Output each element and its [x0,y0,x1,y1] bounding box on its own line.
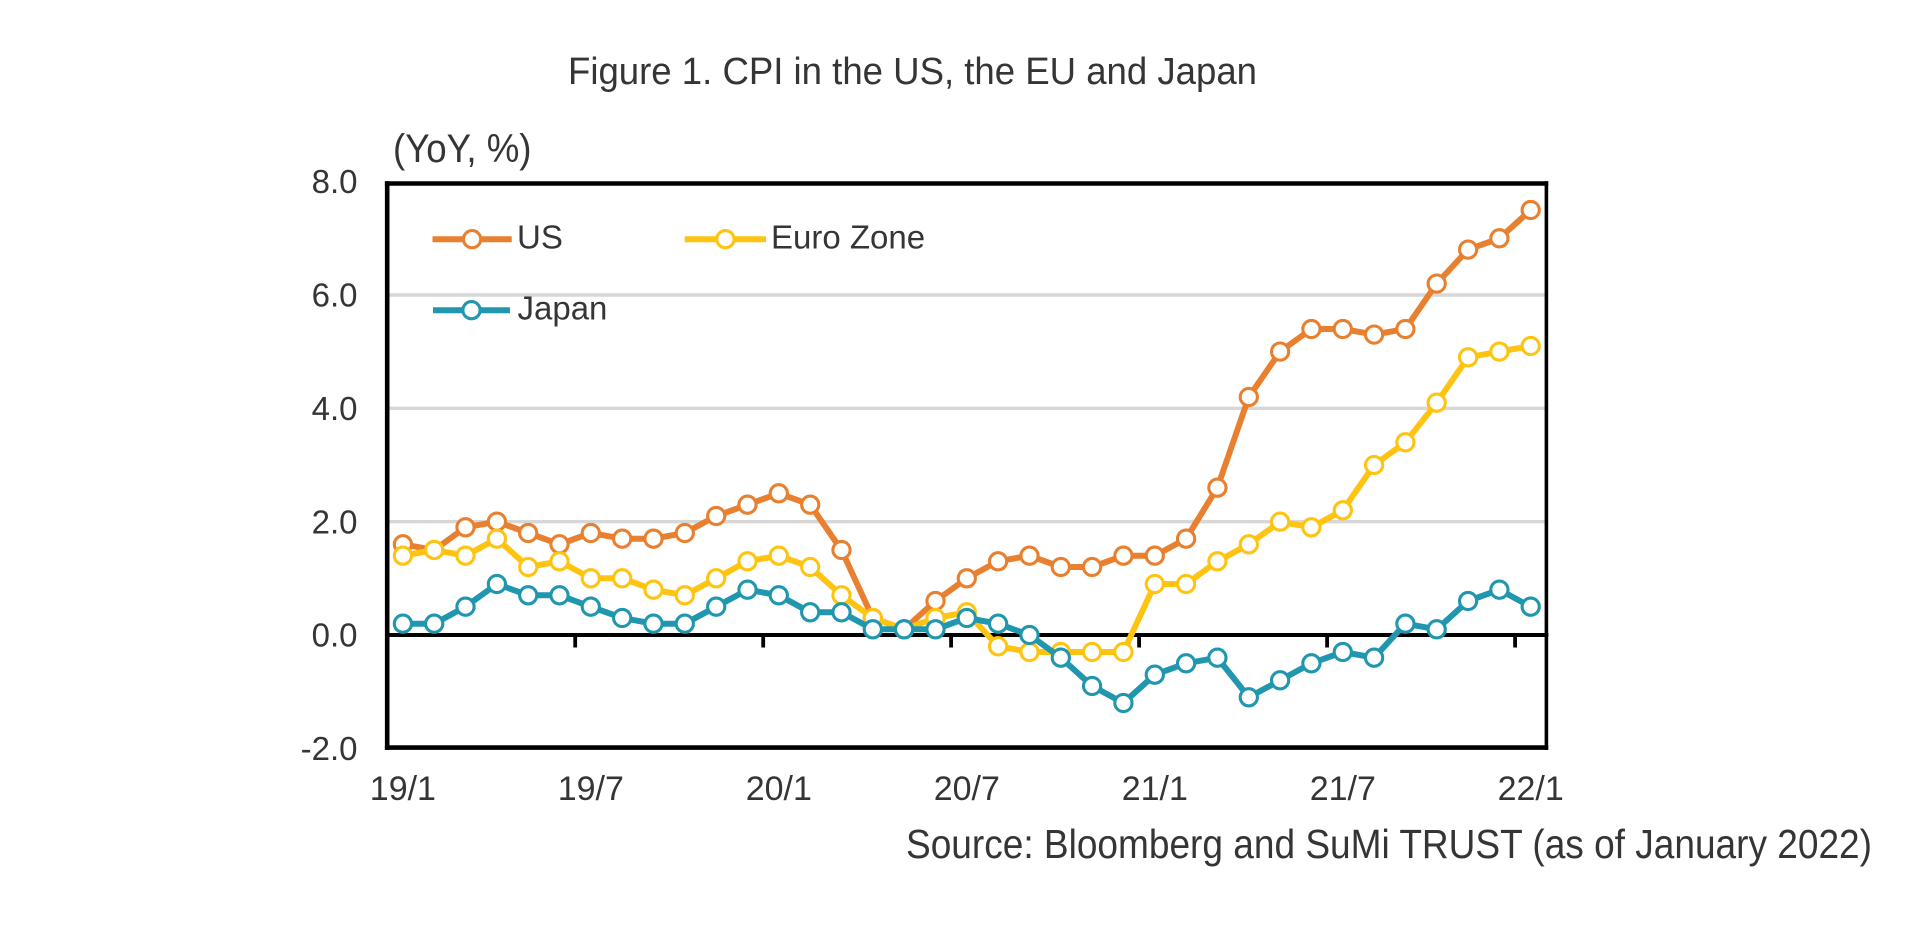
svg-text:6.0: 6.0 [312,277,358,314]
svg-text:19/7: 19/7 [558,770,624,808]
svg-text:21/7: 21/7 [1310,770,1376,808]
svg-text:20/1: 20/1 [746,770,812,808]
svg-text:Euro Zone: Euro Zone [771,218,925,255]
svg-text:8.0: 8.0 [312,163,358,200]
svg-text:21/1: 21/1 [1122,770,1188,808]
svg-text:19/1: 19/1 [370,770,436,808]
svg-text:Figure 1. CPI in the US, the E: Figure 1. CPI in the US, the EU and Japa… [568,51,1257,93]
svg-text:0.0: 0.0 [312,617,358,654]
svg-text:(YoY, %): (YoY, %) [393,127,532,171]
svg-text:22/1: 22/1 [1498,770,1564,808]
svg-text:Source: Bloomberg and SuMi TRU: Source: Bloomberg and SuMi TRUST (as of … [906,821,1872,867]
svg-text:US: US [517,218,563,255]
svg-text:Japan: Japan [518,289,608,326]
svg-text:-2.0: -2.0 [301,730,358,767]
svg-text:20/7: 20/7 [934,770,1000,808]
svg-text:2.0: 2.0 [312,503,358,540]
svg-text:4.0: 4.0 [312,390,358,427]
